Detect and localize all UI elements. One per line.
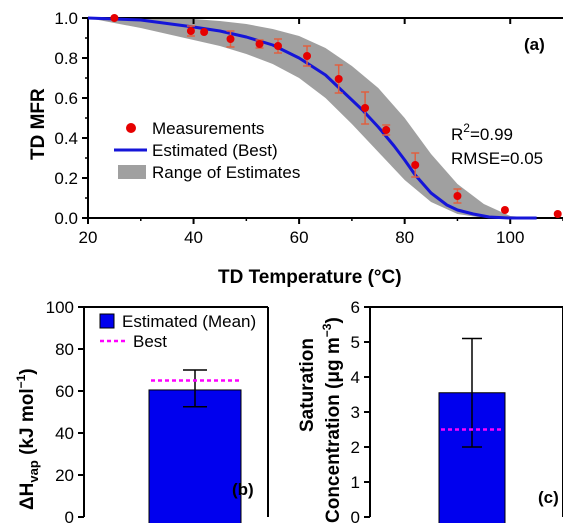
legend-range-swatch bbox=[118, 165, 146, 179]
measurement-point bbox=[500, 206, 509, 214]
y-tick-label: 0.6 bbox=[54, 89, 78, 108]
measurement-point bbox=[334, 75, 343, 83]
legend-estimated-mean: Estimated (Mean) bbox=[122, 312, 256, 331]
panel-a: 20 40 60 80 100 0.0 0.2 0.4 0.6 0.8 1.0 (a) TD Tem… bbox=[28, 9, 563, 288]
y-axis-label: TD MFR bbox=[28, 88, 49, 160]
panel-label-b: (b) bbox=[232, 480, 254, 499]
legend-estimated-best: Estimated (Best) bbox=[152, 141, 278, 160]
panel-label-c: (c) bbox=[538, 488, 559, 507]
x-tick-label: 20 bbox=[79, 228, 98, 247]
estimated-best-curve bbox=[87, 16, 537, 220]
x-axis-label: TD Temperature (°C) bbox=[218, 267, 402, 288]
panel-b-axes: 0 20 40 60 80 100 bbox=[46, 298, 269, 523]
measurement-point bbox=[186, 27, 195, 35]
measurement-point bbox=[255, 40, 264, 48]
y-tick-label: 0.4 bbox=[54, 129, 78, 148]
x-tick-label: 100 bbox=[496, 228, 524, 247]
y-axis-label-b: ΔHvap (kJ mol−1) bbox=[14, 368, 41, 510]
y-tick-label: 5 bbox=[351, 333, 360, 352]
measurement-point bbox=[553, 210, 562, 218]
measurement-point bbox=[274, 42, 282, 50]
range-band-area bbox=[88, 18, 537, 218]
y-tick-label: 0.2 bbox=[54, 169, 78, 188]
measurement-point bbox=[110, 14, 119, 22]
legend-measurements: Measurements bbox=[152, 119, 264, 138]
measurement-point bbox=[226, 35, 235, 43]
y-tick-label: 3 bbox=[351, 403, 360, 422]
legend-measurement-marker bbox=[126, 123, 136, 133]
measurement-point bbox=[361, 104, 370, 112]
legend-best: Best bbox=[133, 332, 167, 351]
x-tick-label: 40 bbox=[184, 228, 203, 247]
legend-mean-swatch bbox=[99, 313, 115, 329]
y-tick-label: 40 bbox=[55, 424, 74, 443]
mean-bar bbox=[148, 389, 242, 523]
y-tick-label: 0.0 bbox=[54, 209, 78, 228]
y-axis-label-c-line2: Concentration (μg m−3) bbox=[320, 317, 344, 523]
y-tick-label: 0.8 bbox=[54, 49, 78, 68]
legend-a: Measurements Estimated (Best) Range of E… bbox=[114, 119, 300, 182]
r-squared-annotation: R2=0.99 bbox=[451, 121, 513, 144]
measurement-point bbox=[382, 126, 391, 134]
y-tick-label: 100 bbox=[46, 298, 74, 317]
measurement-point bbox=[411, 161, 420, 169]
y-axis-label-c-line1: Saturation bbox=[297, 338, 318, 432]
panel-c-axes: 0 1 2 3 4 5 6 bbox=[351, 298, 563, 523]
y-tick-label: 0 bbox=[65, 508, 74, 523]
panel-a-axes: 20 40 60 80 100 0.0 0.2 0.4 0.6 0.8 1.0 bbox=[54, 9, 563, 247]
y-tick-label: 20 bbox=[55, 466, 74, 485]
range-of-estimates-band bbox=[88, 18, 537, 218]
y-tick-label: 1 bbox=[351, 473, 360, 492]
measurement-points bbox=[110, 14, 562, 218]
measurement-point bbox=[453, 192, 462, 200]
measurement-point bbox=[200, 28, 209, 36]
x-tick-label: 60 bbox=[290, 228, 309, 247]
panel-c: 0 1 2 3 4 5 6 (c) Saturation Concentration (μg… bbox=[297, 298, 563, 523]
y-tick-label: 60 bbox=[55, 382, 74, 401]
panel-b: 0 20 40 60 80 100 (b) ΔHvap (kJ mol−1) Estima… bbox=[14, 298, 269, 523]
estimated-best-line bbox=[87, 16, 537, 220]
legend-b: Estimated (Mean) Best bbox=[99, 312, 256, 351]
measurement-point bbox=[303, 52, 312, 60]
rmse-annotation: RMSE=0.05 bbox=[451, 149, 543, 168]
y-tick-label: 6 bbox=[351, 298, 360, 317]
y-tick-label: 80 bbox=[55, 340, 74, 359]
panel-label-a: (a) bbox=[524, 35, 545, 54]
legend-range-of-estimates: Range of Estimates bbox=[152, 163, 300, 182]
y-tick-label: 4 bbox=[351, 368, 360, 387]
x-tick-label: 80 bbox=[395, 228, 414, 247]
y-tick-label: 0 bbox=[351, 508, 360, 523]
y-tick-label: 1.0 bbox=[54, 9, 78, 28]
y-tick-label: 2 bbox=[351, 438, 360, 457]
